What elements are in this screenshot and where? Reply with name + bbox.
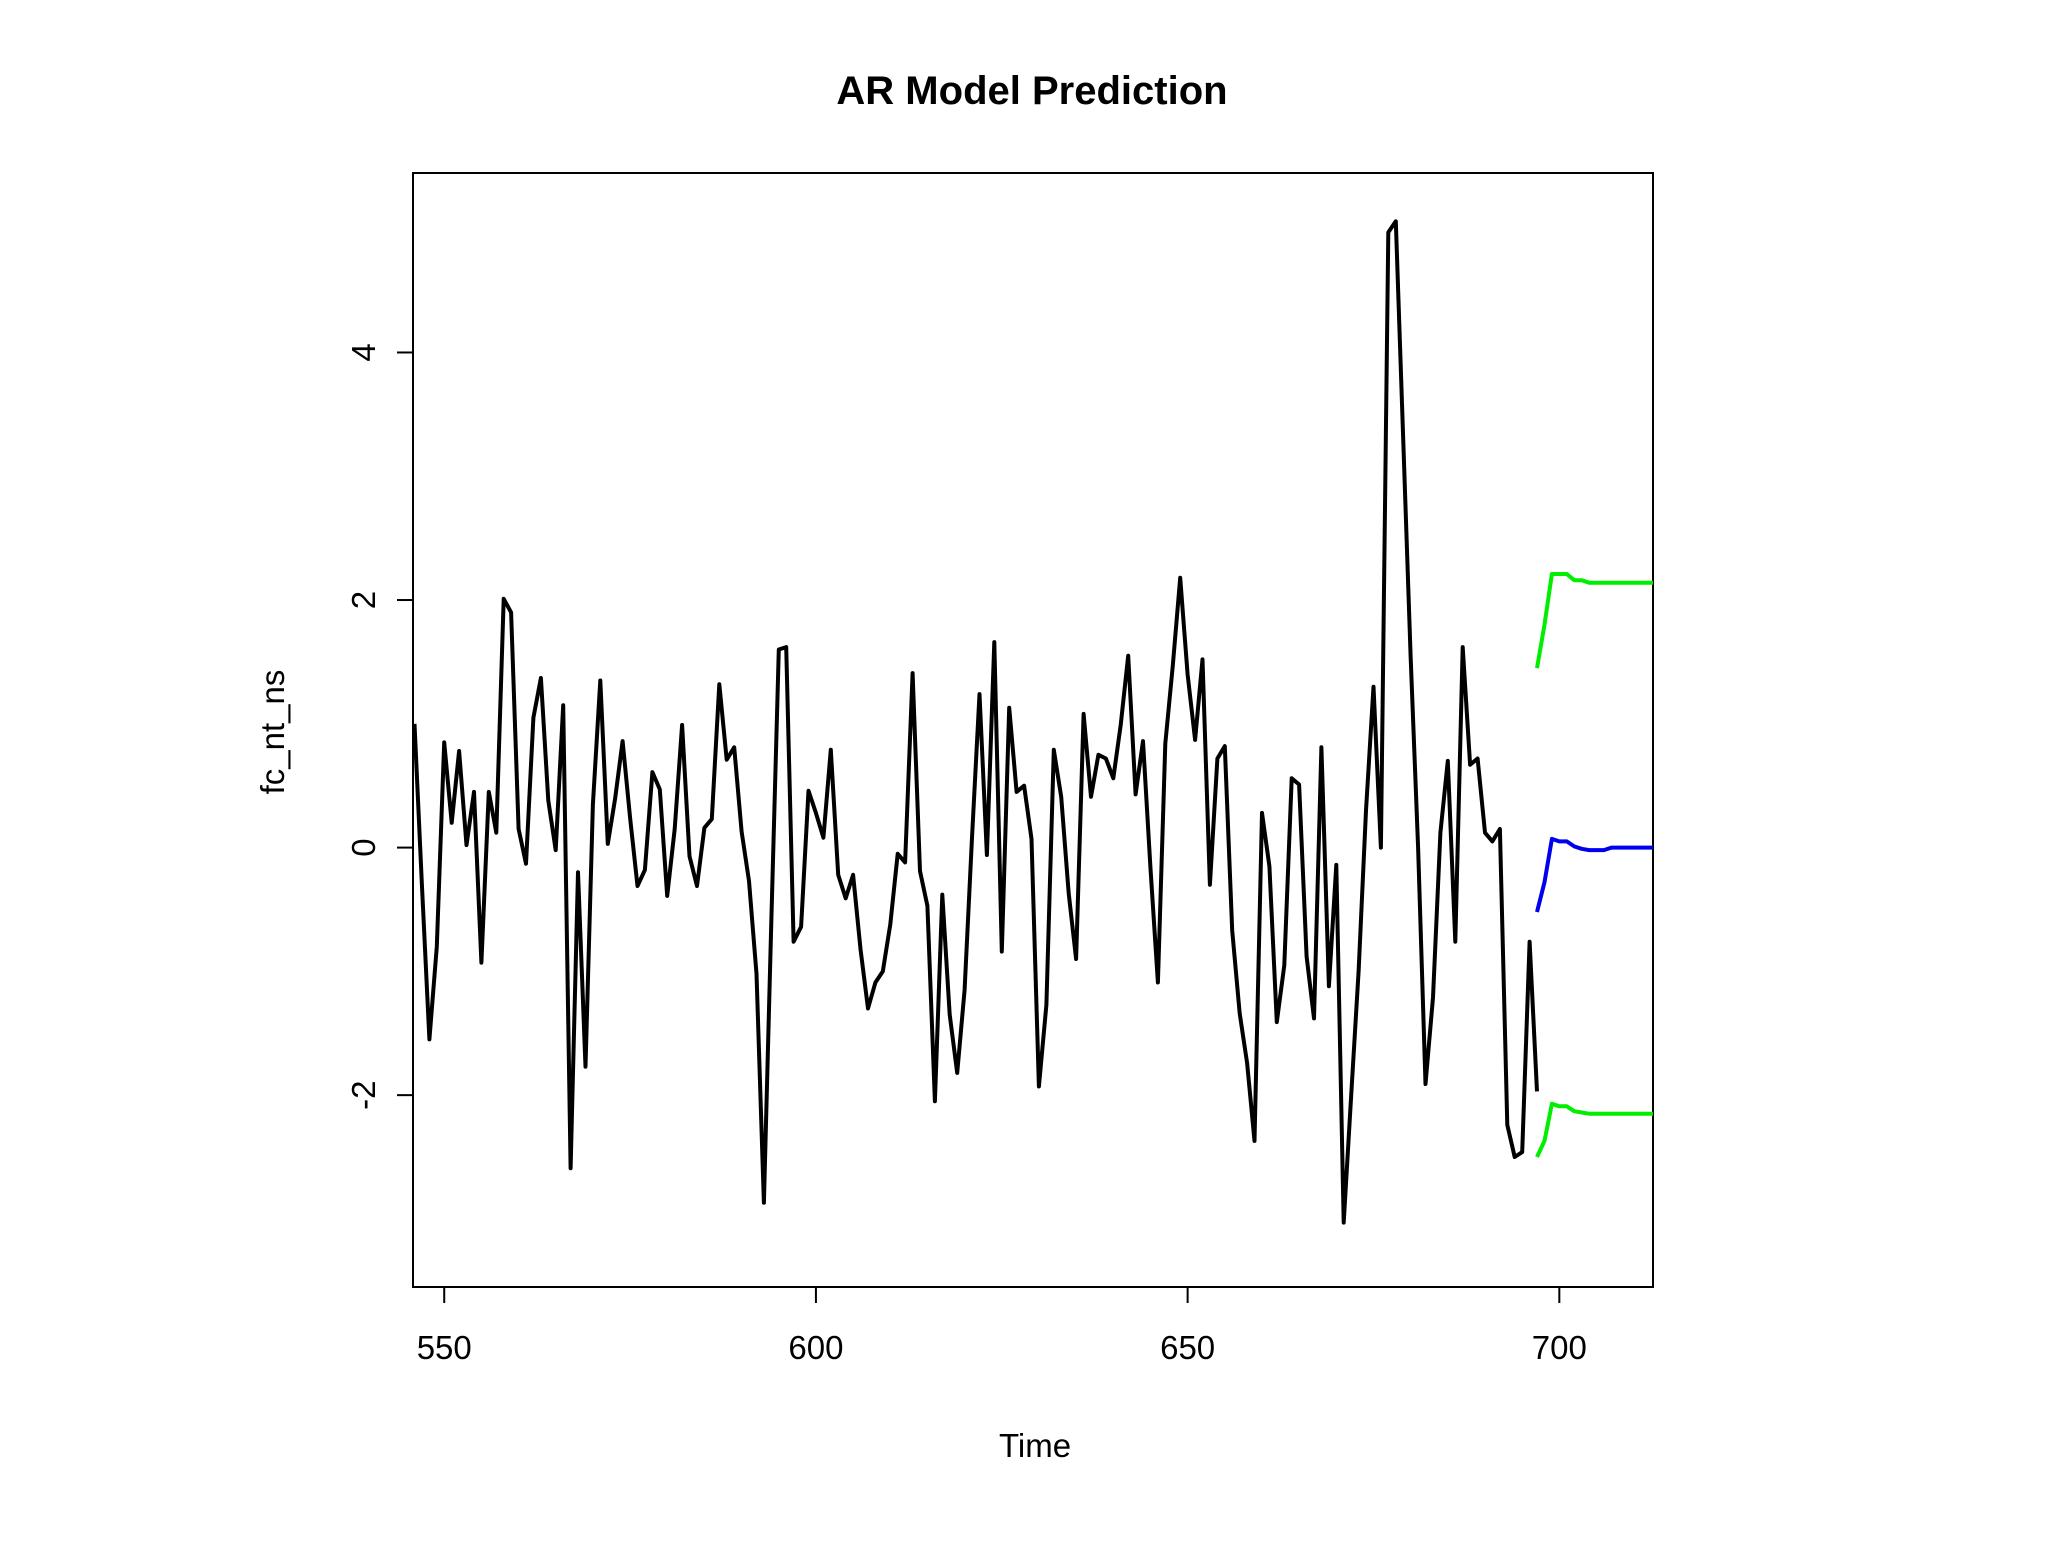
series-layer xyxy=(413,219,1653,1225)
forecast-lower-bound-line xyxy=(1535,1101,1653,1158)
y-tick-label: 4 xyxy=(345,343,382,361)
observed-series-line xyxy=(413,219,1539,1225)
y-axis-label: fc_nt_ns xyxy=(254,670,291,795)
chart-title: AR Model Prediction xyxy=(836,69,1227,113)
forecast-mean-line xyxy=(1535,836,1653,913)
x-tick-label: 650 xyxy=(1160,1329,1215,1366)
x-tick-label: 600 xyxy=(788,1329,843,1366)
x-axis: 550 600 650 700 xyxy=(417,1286,1587,1366)
y-axis: -2 0 2 4 xyxy=(345,343,414,1110)
x-tick-label: 700 xyxy=(1532,1329,1587,1366)
x-axis-label: Time xyxy=(999,1427,1071,1464)
y-tick-label: 0 xyxy=(345,838,382,856)
forecast-upper-bound-line xyxy=(1535,572,1653,669)
y-tick-label: -2 xyxy=(345,1080,382,1109)
x-tick-label: 550 xyxy=(417,1329,472,1366)
y-tick-label: 2 xyxy=(345,591,382,609)
